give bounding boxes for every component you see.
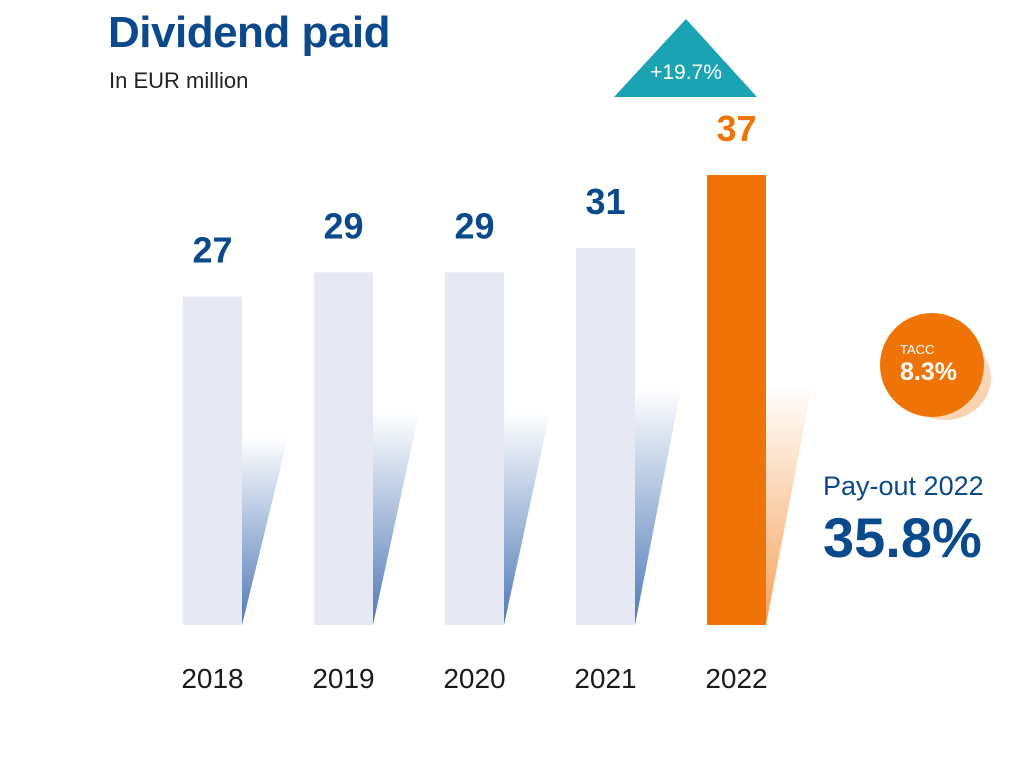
bar-2020 <box>445 272 504 625</box>
payout-label: Pay-out 2022 <box>823 471 984 501</box>
value-label: 29 <box>323 205 363 246</box>
chart-title: Dividend paid <box>108 8 390 57</box>
bar-shadow <box>766 385 812 625</box>
chart-subtitle: In EUR million <box>109 68 249 93</box>
category-label: 2020 <box>443 663 505 694</box>
value-label: 27 <box>192 230 232 271</box>
value-label: 31 <box>585 181 625 222</box>
bar-shadow <box>635 387 681 625</box>
payout-value: 35.8% <box>823 506 982 569</box>
bar-2021 <box>576 247 635 626</box>
category-label: 2019 <box>312 663 374 694</box>
growth-label: +19.7% <box>650 61 722 84</box>
category-label: 2021 <box>574 663 636 694</box>
category-label: 2022 <box>705 663 767 694</box>
bar-shadow <box>242 436 288 625</box>
bar-2019 <box>314 272 373 625</box>
bar-shadow <box>373 412 419 625</box>
tacc-value: 8.3% <box>900 358 957 386</box>
tacc-label: TACC <box>900 342 934 357</box>
growth-triangle <box>614 19 757 97</box>
bar-2022 <box>707 175 766 625</box>
tacc-badge <box>880 313 984 417</box>
bar-shadow <box>504 412 550 625</box>
value-label: 29 <box>454 205 494 246</box>
bar-2018 <box>183 296 242 625</box>
value-label: 37 <box>716 108 756 149</box>
category-label: 2018 <box>181 663 243 694</box>
